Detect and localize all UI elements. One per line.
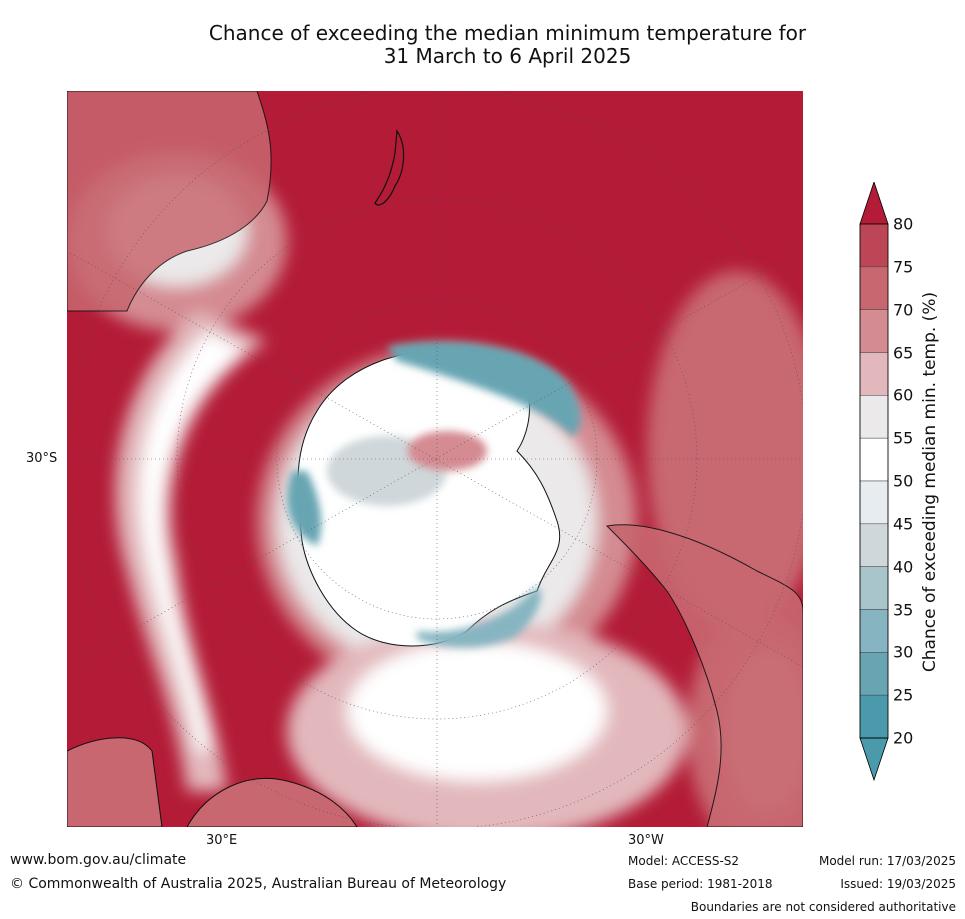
- colorbar-band: [859, 223, 889, 268]
- lat-label-30s: 30°S: [26, 451, 58, 466]
- africa: [67, 737, 163, 827]
- colorbar-tick-label: 30: [893, 642, 914, 662]
- colorbar-tick-label: 75: [893, 257, 914, 277]
- map-svg: [67, 91, 803, 827]
- colorbar-band: [859, 395, 889, 439]
- title-line-1: Chance of exceeding the median minimum t…: [208, 21, 807, 45]
- colorbar-tick-label: 50: [893, 471, 914, 491]
- base-period: Base period: 1981-2018: [628, 877, 773, 891]
- colorbar-band: [859, 309, 889, 353]
- colorbar-extend-bottom: [859, 737, 889, 782]
- colorbar-band: [859, 437, 889, 482]
- colorbar-band: [859, 566, 889, 610]
- copyright: © Commonwealth of Australia 2025, Austra…: [10, 876, 507, 892]
- colorbar-outline: [859, 223, 889, 739]
- south-america: [605, 524, 803, 827]
- warm-patch-antarctica: [407, 431, 487, 471]
- southern-africa: [186, 777, 358, 827]
- chart-title: Chance of exceeding the median minimum t…: [0, 22, 965, 68]
- cool-zone-ross: [417, 586, 541, 648]
- neutral-ring-west: [139, 331, 247, 751]
- colorbar-tick-label: 25: [893, 685, 914, 705]
- polar-map: [67, 91, 803, 827]
- model-run: Model run: 17/03/2025: [818, 854, 956, 868]
- colorbar-band: [859, 694, 889, 739]
- colorbar-band: [859, 352, 889, 396]
- colorbar-tick-label: 20: [893, 728, 914, 748]
- colorbar-tick-label: 60: [893, 385, 914, 405]
- colorbar-tick-label: 80: [893, 214, 914, 234]
- disclaimer: Boundaries are not considered authoritat…: [690, 900, 956, 914]
- colorbar: [859, 182, 889, 782]
- colorbar-band: [859, 266, 889, 310]
- cool-zone-weddell: [387, 341, 581, 436]
- graticule: [67, 91, 803, 827]
- colorbar-tick-label: 55: [893, 428, 914, 448]
- colorbar-tick-label: 35: [893, 600, 914, 619]
- colorbar-label: Chance of exceeding median min. temp. (%…: [920, 291, 940, 673]
- website-link[interactable]: www.bom.gov.au/climate: [10, 852, 187, 868]
- colorbar-tick-label: 40: [893, 557, 914, 577]
- colorbar-extend-top: [859, 182, 889, 225]
- issued-date: Issued: 19/03/2025: [840, 877, 956, 891]
- australia: [67, 91, 272, 312]
- lon-label-30w: 30°W: [628, 833, 664, 848]
- cool-zone-east: [287, 471, 322, 546]
- colorbar-tick-label: 45: [893, 514, 914, 534]
- neutral-region-south: [347, 641, 607, 781]
- colorbar-tick-label: 70: [893, 300, 914, 320]
- colorbar-tick-label: 65: [893, 343, 914, 362]
- colorbar-band: [859, 523, 889, 567]
- model-info: Model: ACCESS-S2: [628, 854, 740, 868]
- title-line-2: 31 March to 6 April 2025: [383, 44, 632, 68]
- colorbar-band: [859, 652, 889, 696]
- new-zealand: [374, 129, 405, 206]
- lon-label-30e: 30°E: [206, 833, 238, 848]
- colorbar-band: [859, 609, 889, 653]
- colorbar-band: [859, 480, 889, 525]
